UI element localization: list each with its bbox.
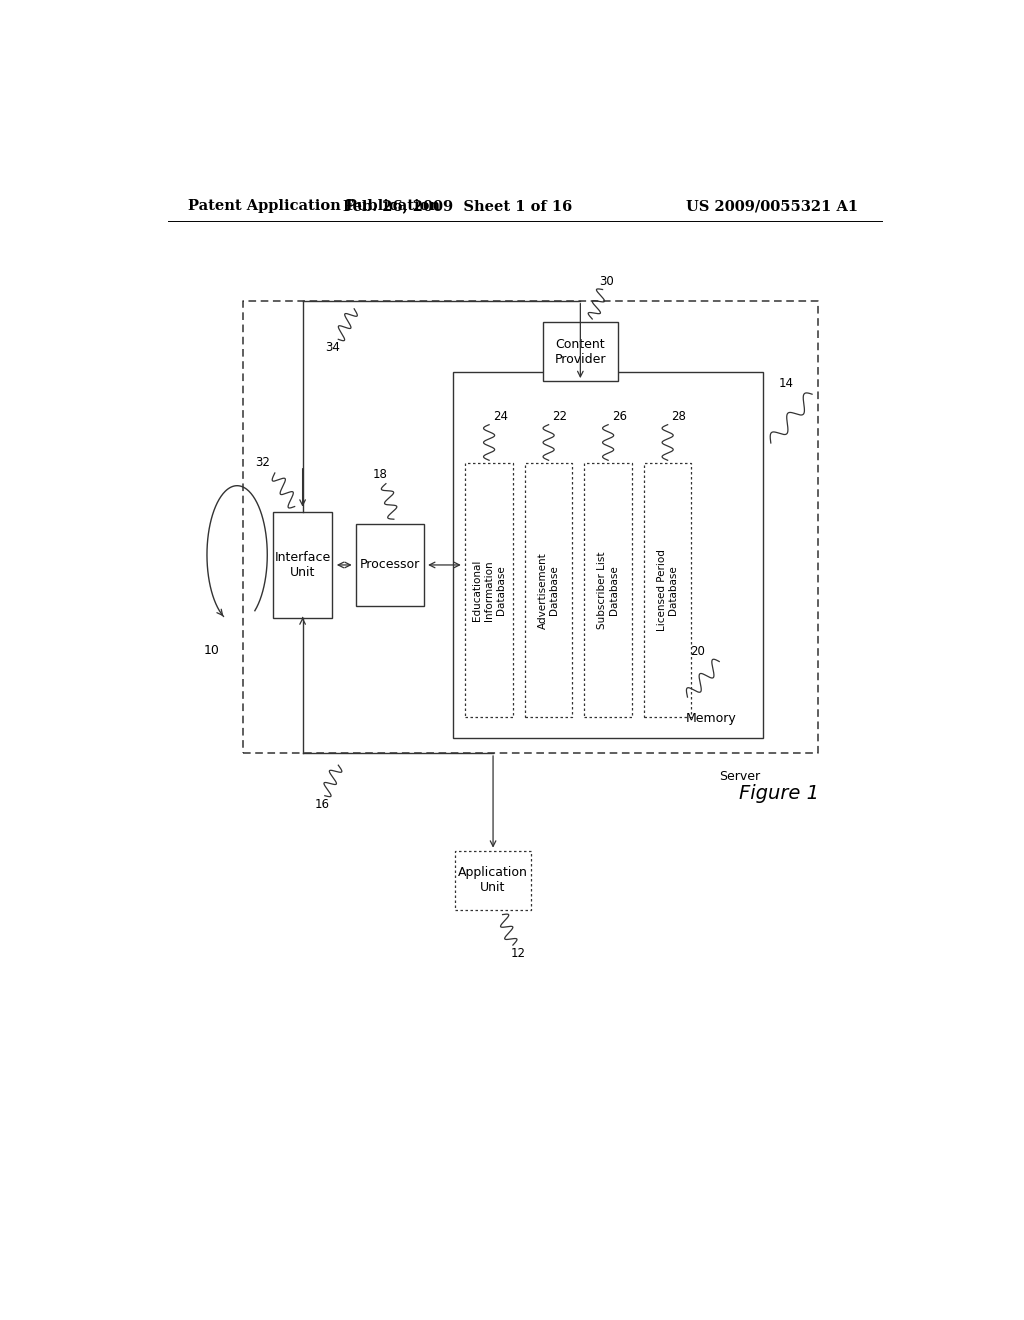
Bar — [356, 524, 424, 606]
Bar — [454, 372, 763, 738]
Text: Figure 1: Figure 1 — [738, 784, 819, 803]
Text: 26: 26 — [612, 409, 627, 422]
Text: 24: 24 — [494, 409, 508, 422]
Text: 30: 30 — [599, 276, 614, 289]
Text: Licensed Period
Database: Licensed Period Database — [656, 549, 679, 631]
Text: 34: 34 — [325, 342, 340, 354]
Text: 28: 28 — [672, 409, 686, 422]
Text: Subscriber List
Database: Subscriber List Database — [597, 552, 618, 630]
Text: 32: 32 — [255, 455, 270, 469]
Text: Application
Unit: Application Unit — [458, 866, 528, 894]
Text: Advertisement
Database: Advertisement Database — [538, 552, 559, 628]
Text: 14: 14 — [778, 378, 794, 391]
Text: 18: 18 — [373, 467, 387, 480]
Text: Content
Provider: Content Provider — [555, 338, 606, 366]
Text: 10: 10 — [204, 644, 219, 657]
Bar — [272, 512, 333, 618]
Text: Memory: Memory — [686, 711, 736, 725]
Bar — [543, 322, 618, 381]
Text: 20: 20 — [690, 645, 705, 659]
Text: Educational
Information
Database: Educational Information Database — [472, 560, 506, 620]
Text: Patent Application Publication: Patent Application Publication — [187, 199, 439, 213]
Text: Interface
Unit: Interface Unit — [274, 550, 331, 579]
Text: Server: Server — [719, 771, 761, 783]
Text: Processor: Processor — [359, 558, 420, 572]
Text: US 2009/0055321 A1: US 2009/0055321 A1 — [686, 199, 858, 213]
Text: 16: 16 — [314, 797, 330, 810]
Text: 12: 12 — [511, 948, 525, 960]
Text: 22: 22 — [553, 409, 567, 422]
Text: Feb. 26, 2009  Sheet 1 of 16: Feb. 26, 2009 Sheet 1 of 16 — [343, 199, 572, 213]
